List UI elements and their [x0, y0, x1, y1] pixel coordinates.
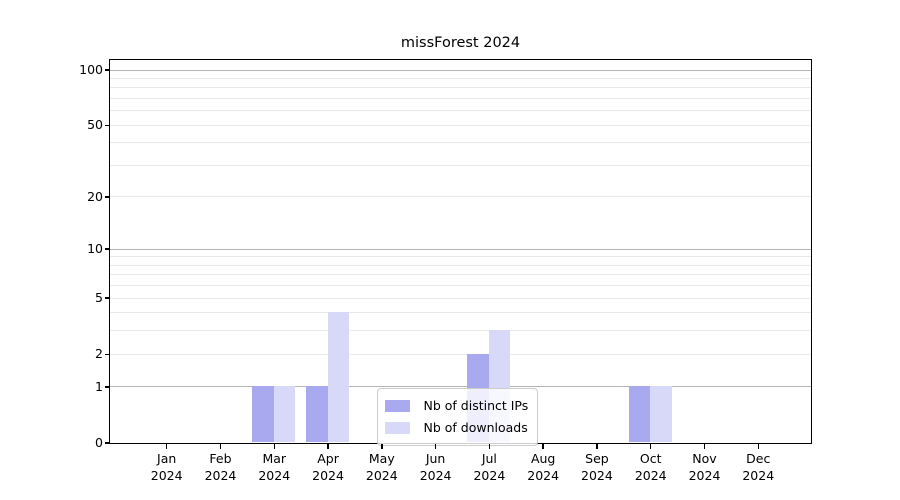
gridline-1: [109, 386, 811, 388]
x-tick-mark-feb: [219, 444, 222, 449]
plot-area: Nb of distinct IPs Nb of downloads: [108, 58, 812, 446]
month-label: Feb: [209, 451, 232, 466]
gridline-100: [109, 69, 811, 71]
x-tick-mark-dec: [757, 444, 759, 449]
x-tick-mark-oct: [650, 444, 652, 449]
month-label: Jan: [157, 451, 177, 466]
x-tick-label-may: May 2024: [350, 451, 414, 484]
legend: Nb of distinct IPs Nb of downloads: [376, 387, 539, 446]
gridline-4: [109, 312, 811, 314]
y-tick-mark-20: [105, 196, 110, 198]
x-tick-label-mar: Mar 2024: [242, 451, 306, 484]
x-tick-label-feb: Feb 2024: [188, 451, 252, 484]
year-label: 2024: [688, 467, 721, 483]
bar-oct-distinct-ips: [628, 386, 651, 443]
bar-mar-downloads: [273, 386, 296, 443]
bar-apr-distinct-ips: [306, 386, 328, 443]
gridline-30: [109, 164, 811, 166]
y-tick-label-0: 0: [95, 435, 103, 450]
x-tick-mark-sep: [596, 444, 598, 449]
gridline-6: [109, 285, 811, 287]
gridline-10: [109, 248, 811, 250]
x-tick-mark-nov: [703, 444, 706, 449]
gridline-8: [109, 264, 811, 266]
month-label: Sep: [585, 451, 609, 466]
year-label: 2024: [742, 467, 775, 483]
year-label: 2024: [150, 467, 183, 483]
y-tick-label-1: 1: [95, 378, 103, 394]
month-label: May: [368, 451, 395, 466]
chart-title: missForest 2024: [400, 35, 521, 51]
x-tick-mark-jan: [166, 444, 168, 449]
month-label: Jul: [481, 451, 497, 466]
year-label: 2024: [581, 467, 613, 483]
bar-oct-downloads: [650, 386, 672, 443]
legend-item-distinct-ips: Nb of distinct IPs: [384, 395, 529, 417]
gridline-9: [109, 256, 811, 258]
gridline-7: [109, 274, 811, 276]
y-tick-mark-1: [105, 386, 110, 388]
gridline-3: [109, 330, 811, 332]
y-tick-mark-50: [105, 124, 110, 126]
y-tick-label-20: 20: [87, 188, 103, 204]
x-tick-mark-jul: [488, 444, 491, 449]
x-tick-label-apr: Apr 2024: [296, 451, 360, 484]
y-tick-label-50: 50: [87, 117, 103, 133]
y-tick-label-100: 100: [79, 62, 103, 77]
y-tick-mark-0: [105, 442, 110, 444]
legend-item-downloads: Nb of downloads: [384, 417, 529, 439]
x-tick-mark-mar: [273, 444, 275, 449]
x-tick-label-sep: Sep 2024: [565, 451, 629, 484]
y-tick-label-2: 2: [95, 346, 103, 362]
month-label: Oct: [639, 451, 662, 466]
legend-label-distinct-ips: Nb of distinct IPs: [423, 398, 529, 413]
legend-swatch-downloads-icon: [384, 421, 410, 434]
x-tick-label-dec: Dec 2024: [726, 451, 790, 484]
y-tick-label-10: 10: [87, 241, 103, 257]
gridline-20: [109, 196, 811, 198]
gridline-40: [109, 142, 811, 144]
month-label: Aug: [530, 451, 556, 466]
x-tick-mark-jun: [434, 444, 437, 449]
gridline-5: [109, 297, 811, 299]
month-label: Nov: [692, 451, 717, 466]
x-tick-mark-may: [381, 444, 383, 449]
year-label: 2024: [634, 467, 667, 483]
gridline-90: [109, 77, 811, 79]
year-label: 2024: [258, 467, 291, 483]
bar-apr-downloads: [327, 312, 350, 443]
y-tick-mark-100: [105, 69, 110, 71]
x-tick-label-aug: Aug 2024: [511, 451, 575, 484]
gridline-80: [109, 87, 811, 89]
x-tick-label-oct: Oct 2024: [619, 451, 683, 484]
year-label: 2024: [204, 467, 237, 483]
gridline-50: [109, 124, 811, 126]
x-tick-mark-apr: [327, 444, 329, 449]
year-label: 2024: [365, 467, 398, 483]
x-tick-label-nov: Nov 2024: [673, 451, 737, 484]
x-tick-label-jan: Jan 2024: [135, 451, 199, 484]
year-label: 2024: [473, 467, 506, 483]
y-tick-mark-2: [105, 353, 110, 355]
month-label: Apr: [317, 451, 339, 466]
year-label: 2024: [312, 467, 344, 483]
bar-mar-distinct-ips: [252, 386, 274, 443]
y-tick-mark-5: [105, 297, 110, 299]
y-tick-label-5: 5: [95, 290, 103, 306]
gridline-2: [109, 353, 811, 355]
x-tick-label-jul: Jul 2024: [457, 451, 521, 484]
year-label: 2024: [419, 467, 452, 483]
legend-swatch-distinct-ips-icon: [384, 399, 410, 412]
gridline-60: [109, 110, 811, 112]
x-tick-mark-aug: [542, 444, 544, 449]
y-tick-mark-10: [105, 248, 110, 250]
year-label: 2024: [527, 467, 560, 483]
legend-label-downloads: Nb of downloads: [423, 420, 528, 435]
gridline-70: [109, 97, 811, 99]
x-tick-label-jun: Jun 2024: [404, 451, 468, 484]
month-label: Jun: [425, 451, 446, 466]
month-label: Mar: [262, 451, 287, 466]
month-label: Dec: [746, 451, 771, 466]
